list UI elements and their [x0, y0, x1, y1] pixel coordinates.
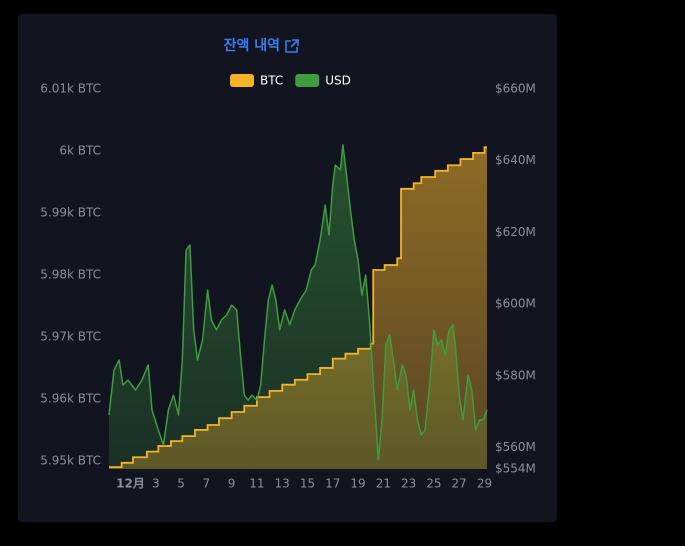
x-tick-label: 12月 [116, 477, 145, 491]
legend-swatch [295, 74, 320, 87]
btc-area [109, 147, 487, 469]
x-tick-label: 27 [452, 477, 467, 491]
external-link-icon[interactable] [285, 39, 299, 53]
legend-label: BTC [260, 74, 283, 88]
y2-tick-label: $554M [495, 462, 536, 476]
y2-tick-label: $620M [495, 225, 536, 239]
y-tick-label: 6.01k BTC [40, 82, 101, 96]
x-tick-label: 5 [177, 477, 185, 491]
y-tick-label: 5.97k BTC [40, 329, 101, 343]
y-tick-label: 5.96k BTC [40, 391, 101, 405]
chart-title: 잔액 내역 [224, 37, 280, 54]
y2-tick-label: $660M [495, 82, 536, 96]
x-tick-label: 17 [325, 477, 340, 491]
y-tick-label: 5.99k BTC [40, 205, 101, 219]
x-tick-label: 7 [203, 477, 211, 491]
legend: BTC USD [230, 74, 351, 88]
y-tick-label: 5.98k BTC [40, 267, 101, 281]
y2-tick-label: $580M [495, 368, 536, 382]
x-tick-label: 19 [350, 477, 365, 491]
x-tick-label: 23 [401, 477, 416, 491]
x-tick-label: 9 [228, 477, 236, 491]
usd-line [108, 144, 488, 461]
btc-line [109, 146, 487, 469]
y2-tick-label: $640M [495, 153, 536, 167]
y2-tick-label: $600M [495, 297, 536, 311]
x-tick-label: 29 [477, 477, 492, 491]
y-tick-label: 5.95k BTC [40, 453, 101, 467]
x-tick-label: 25 [426, 477, 441, 491]
x-tick-label: 21 [376, 477, 391, 491]
y-tick-label: 6k BTC [59, 143, 101, 157]
legend-label: USD [325, 74, 351, 88]
x-tick-label: 15 [300, 477, 315, 491]
legend-swatch [230, 74, 254, 87]
y2-tick-label: $560M [495, 440, 536, 454]
x-tick-label: 3 [152, 477, 160, 491]
x-tick-label: 13 [275, 477, 290, 491]
x-tick-label: 11 [249, 477, 264, 491]
